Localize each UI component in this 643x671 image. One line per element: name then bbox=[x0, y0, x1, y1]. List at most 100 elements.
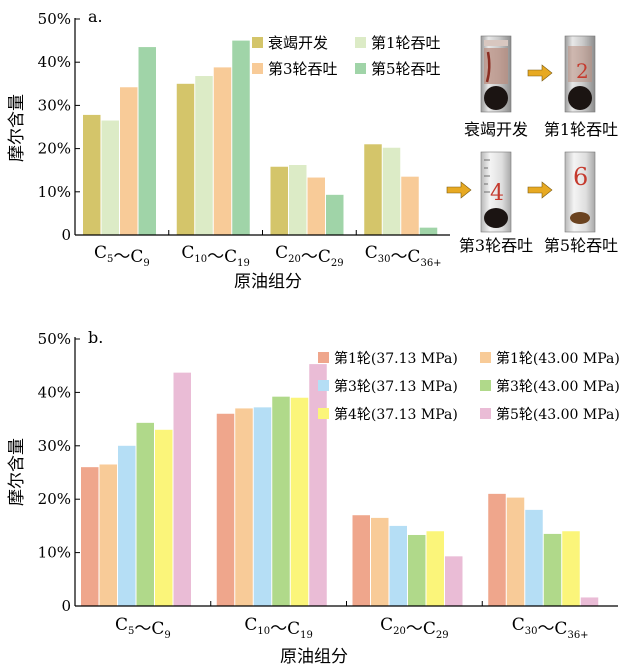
panel-b-y-tick-label: 0 bbox=[61, 597, 71, 615]
photo-caption-2: 第1轮吞吐 bbox=[544, 120, 618, 139]
panel-b-y-ticks: 0 10% 20% 30% 40% 50% bbox=[38, 330, 80, 615]
panel-b-bar bbox=[506, 497, 525, 606]
panel-a-x-axis-title: 原油组分 bbox=[234, 272, 302, 292]
panel-b-bar bbox=[272, 396, 290, 606]
panel-b-legend: 第1轮(37.13 MPa) 第1轮(43.00 MPa) 第3轮(37.13 MP… bbox=[318, 350, 620, 423]
panel-b-legend-label: 第5轮(43.00 MPa) bbox=[496, 406, 620, 423]
photo-caption-1: 衰竭开发 bbox=[464, 120, 528, 139]
panel-a-category-label: C20～C29 bbox=[275, 243, 344, 269]
arrow-right-icon bbox=[527, 181, 553, 199]
photo-tube-4: 6 bbox=[564, 151, 596, 233]
panel-a-legend-label: 第3轮吞吐 bbox=[268, 60, 338, 78]
panel-b-bar bbox=[389, 525, 407, 606]
panel-b: b. 摩尔含量 原油组分 0 10% 20% 30% 40% 50% C5～C9 C10～C… bbox=[7, 328, 620, 667]
panel-b-category-label: C5～C9 bbox=[115, 615, 171, 641]
panel-a-category-label: C10～C19 bbox=[181, 243, 250, 269]
panel-b-label: b. bbox=[88, 328, 103, 347]
panel-b-y-tick-label: 40% bbox=[38, 383, 71, 401]
panel-a-bar bbox=[176, 83, 195, 235]
panel-b-bars bbox=[81, 364, 599, 606]
panel-b-legend-swatch bbox=[480, 380, 491, 391]
panel-a-y-tick-label: 0 bbox=[61, 226, 71, 244]
panel-b-bar bbox=[235, 408, 253, 606]
panel-b-bar bbox=[352, 515, 370, 606]
panel-b-bar bbox=[580, 597, 599, 606]
photo-group: 2 衰竭开发 第1轮吞吐 4 6 bbox=[446, 35, 618, 255]
panel-b-category-label: C10～C19 bbox=[244, 615, 313, 641]
arrow-right-icon bbox=[446, 181, 472, 199]
panel-a-y-tick-label: 40% bbox=[38, 53, 71, 71]
panel-b-legend-label: 第4轮(37.13 MPa) bbox=[334, 406, 458, 423]
panel-b-bar bbox=[488, 493, 506, 606]
panel-b-bar bbox=[81, 467, 99, 606]
panel-a-y-tick-label: 50% bbox=[38, 10, 71, 28]
panel-a-bar bbox=[120, 87, 138, 235]
panel-b-bar bbox=[543, 533, 562, 606]
panel-b-category-labels: C5～C9 C10～C19 C20～C29 C30～C36+ bbox=[115, 615, 589, 641]
panel-a-bar bbox=[364, 144, 382, 235]
panel-b-bar bbox=[290, 397, 309, 606]
panel-b-x-axis-title: 原油组分 bbox=[280, 647, 348, 667]
panel-a-bar bbox=[307, 177, 325, 235]
panel-b-legend-swatch bbox=[480, 352, 491, 363]
panel-a-bar bbox=[326, 194, 344, 235]
panel-b-category-label: C30～C36+ bbox=[512, 615, 589, 641]
panel-b-legend-label: 第3轮(43.00 MPa) bbox=[496, 378, 620, 395]
panel-b-bar bbox=[562, 531, 580, 606]
panel-a-bar bbox=[289, 165, 307, 235]
photo-tube-2: 2 bbox=[564, 35, 596, 113]
panel-a-x-ticks bbox=[168, 230, 357, 235]
panel-b-bar bbox=[371, 517, 389, 606]
panel-a-bars bbox=[83, 40, 438, 235]
photo-caption-4: 第5轮吞吐 bbox=[544, 236, 618, 255]
panel-b-legend-swatch bbox=[318, 380, 329, 391]
panel-b-category-label: C20～C29 bbox=[380, 615, 449, 641]
panel-a-bar bbox=[401, 176, 419, 235]
panel-a-legend-label: 第5轮吞吐 bbox=[371, 60, 441, 78]
panel-a-legend-swatch bbox=[355, 37, 366, 48]
panel-b-bar bbox=[118, 445, 136, 606]
panel-b-bar bbox=[216, 413, 235, 606]
panel-a-y-tick-label: 10% bbox=[38, 183, 71, 201]
photo-tube-4-mark: 6 bbox=[573, 163, 588, 191]
panel-a-legend-swatch bbox=[355, 63, 366, 74]
panel-b-y-tick-label: 20% bbox=[38, 490, 71, 508]
panel-b-legend-swatch bbox=[480, 408, 491, 419]
photo-tube-1 bbox=[480, 35, 512, 113]
panel-a-bar bbox=[382, 147, 401, 235]
photo-tube-2-mark: 2 bbox=[576, 59, 589, 83]
photo-tube-3-mark: 4 bbox=[490, 181, 504, 206]
photo-caption-3: 第3轮吞吐 bbox=[459, 236, 533, 255]
panel-b-bar bbox=[445, 556, 463, 606]
panel-b-bar bbox=[525, 509, 543, 606]
panel-b-legend-swatch bbox=[318, 408, 329, 419]
panel-a-bar bbox=[270, 166, 288, 235]
panel-b-bar bbox=[155, 429, 173, 606]
panel-b-bar bbox=[253, 407, 272, 606]
panel-b-bar bbox=[136, 422, 154, 606]
panel-a-bar bbox=[138, 47, 156, 235]
panel-a-legend-label: 衰竭开发 bbox=[268, 34, 328, 52]
panel-a-bar bbox=[195, 76, 213, 235]
panel-b-bar bbox=[99, 464, 117, 606]
panel-a-category-label: C5～C9 bbox=[94, 243, 150, 269]
panel-b-bar bbox=[173, 372, 191, 606]
panel-b-legend-label: 第1轮(37.13 MPa) bbox=[334, 350, 458, 367]
panel-b-x-ticks bbox=[210, 601, 483, 606]
panel-b-bar bbox=[408, 534, 426, 606]
panel-b-bar bbox=[426, 531, 444, 606]
panel-a-legend-label: 第1轮吞吐 bbox=[371, 34, 441, 52]
panel-b-y-tick-label: 10% bbox=[38, 544, 71, 562]
panel-a-y-tick-label: 30% bbox=[38, 96, 71, 114]
panel-a-bar bbox=[232, 40, 250, 235]
panel-b-legend-label: 第3轮(37.13 MPa) bbox=[334, 378, 458, 395]
panel-b-bar bbox=[309, 364, 327, 606]
panel-b-y-tick-label: 30% bbox=[38, 437, 71, 455]
panel-a-bar bbox=[419, 227, 438, 235]
panel-b-legend-label: 第1轮(43.00 MPa) bbox=[496, 350, 620, 367]
panel-a-category-label: C30～C36+ bbox=[365, 243, 442, 269]
panel-b-y-axis-title: 摩尔含量 bbox=[7, 438, 27, 506]
arrow-right-icon bbox=[527, 64, 553, 82]
